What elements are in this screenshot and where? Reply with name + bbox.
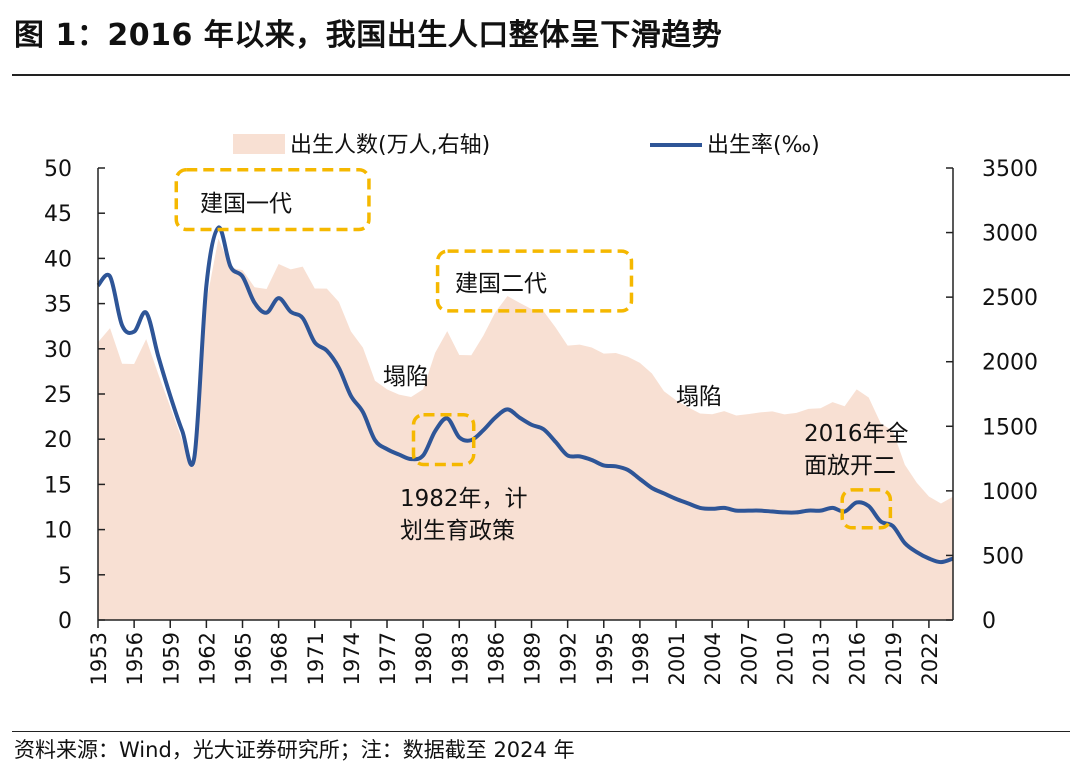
x-tick-label: 2001	[665, 632, 689, 685]
x-tick-label: 1959	[159, 632, 183, 685]
x-tick-label: 2004	[701, 632, 725, 685]
right-tick-label: 500	[982, 544, 1024, 569]
annotation-box	[435, 249, 634, 313]
annotation-text: 面放开二	[804, 453, 896, 479]
right-tick-label: 2000	[982, 351, 1038, 376]
left-tick-label: 15	[44, 473, 72, 498]
x-tick-label: 1965	[232, 632, 256, 685]
annotation-text: 1982年，计	[400, 486, 528, 512]
x-tick-label: 2016	[846, 632, 870, 685]
x-tick-label: 1995	[593, 632, 617, 685]
left-tick-label: 40	[44, 247, 72, 272]
x-tick-label: 1971	[304, 632, 328, 685]
left-tick-label: 5	[58, 564, 72, 589]
annotation-box	[174, 168, 371, 232]
birth-rate-line	[96, 225, 954, 565]
left-tick-label: 25	[44, 383, 72, 408]
right-tick-label: 2500	[982, 286, 1038, 311]
annotation-text: 划生育政策	[400, 518, 515, 544]
legend-area-swatch	[233, 134, 285, 154]
left-tick-label: 0	[58, 609, 72, 634]
figure-title: 图 1：2016 年以来，我国出生人口整体呈下滑趋势	[14, 18, 723, 53]
left-tick-label: 50	[44, 157, 72, 182]
left-tick-label: 35	[44, 293, 72, 318]
right-tick-label: 3500	[982, 157, 1038, 182]
left-tick-label: 30	[44, 338, 72, 363]
x-tick-label: 1953	[87, 632, 111, 685]
footer-rule	[12, 731, 1070, 732]
x-tick-label: 1989	[521, 632, 545, 685]
source-note: 资料来源：Wind，光大证券研究所；注：数据截至 2024 年	[14, 738, 575, 762]
x-tick-label: 1992	[557, 632, 581, 685]
x-tick-label: 1956	[123, 632, 147, 685]
annotation-text: 建国二代	[455, 271, 547, 297]
legend-births: 出生人数(万人,右轴)	[290, 133, 490, 158]
annotation-text: 塌陷	[383, 364, 429, 390]
x-tick-label: 2019	[882, 632, 906, 685]
x-tick-label: 1998	[629, 632, 653, 685]
right-tick-label: 0	[982, 609, 996, 634]
left-tick-label: 20	[44, 428, 72, 453]
x-tick-label: 2010	[773, 632, 797, 685]
left-tick-label: 45	[44, 202, 72, 227]
x-tick-label: 1983	[448, 632, 472, 685]
title-rule	[12, 74, 1070, 76]
x-tick-label: 2007	[737, 632, 761, 685]
annotation-box	[840, 488, 893, 530]
left-tick-label: 10	[44, 519, 72, 544]
legend-birth-rate: 出生率(‰)	[707, 133, 820, 158]
x-tick-label: 1977	[376, 632, 400, 685]
x-tick-label: 1968	[268, 632, 292, 685]
annotation-text: 塌陷	[676, 384, 722, 410]
x-tick-label: 1974	[340, 632, 364, 685]
x-tick-label: 1962	[195, 632, 219, 685]
x-tick-label: 1986	[484, 632, 508, 685]
x-tick-label: 2022	[918, 632, 942, 685]
annotation-box	[411, 413, 476, 467]
right-tick-label: 1000	[982, 480, 1038, 505]
annotation-text: 2016年全	[804, 421, 909, 447]
right-tick-label: 3000	[982, 222, 1038, 247]
annotation-text: 建国一代	[200, 191, 292, 217]
x-tick-label: 1980	[412, 632, 436, 685]
x-tick-label: 2013	[810, 632, 834, 685]
right-tick-label: 1500	[982, 415, 1038, 440]
